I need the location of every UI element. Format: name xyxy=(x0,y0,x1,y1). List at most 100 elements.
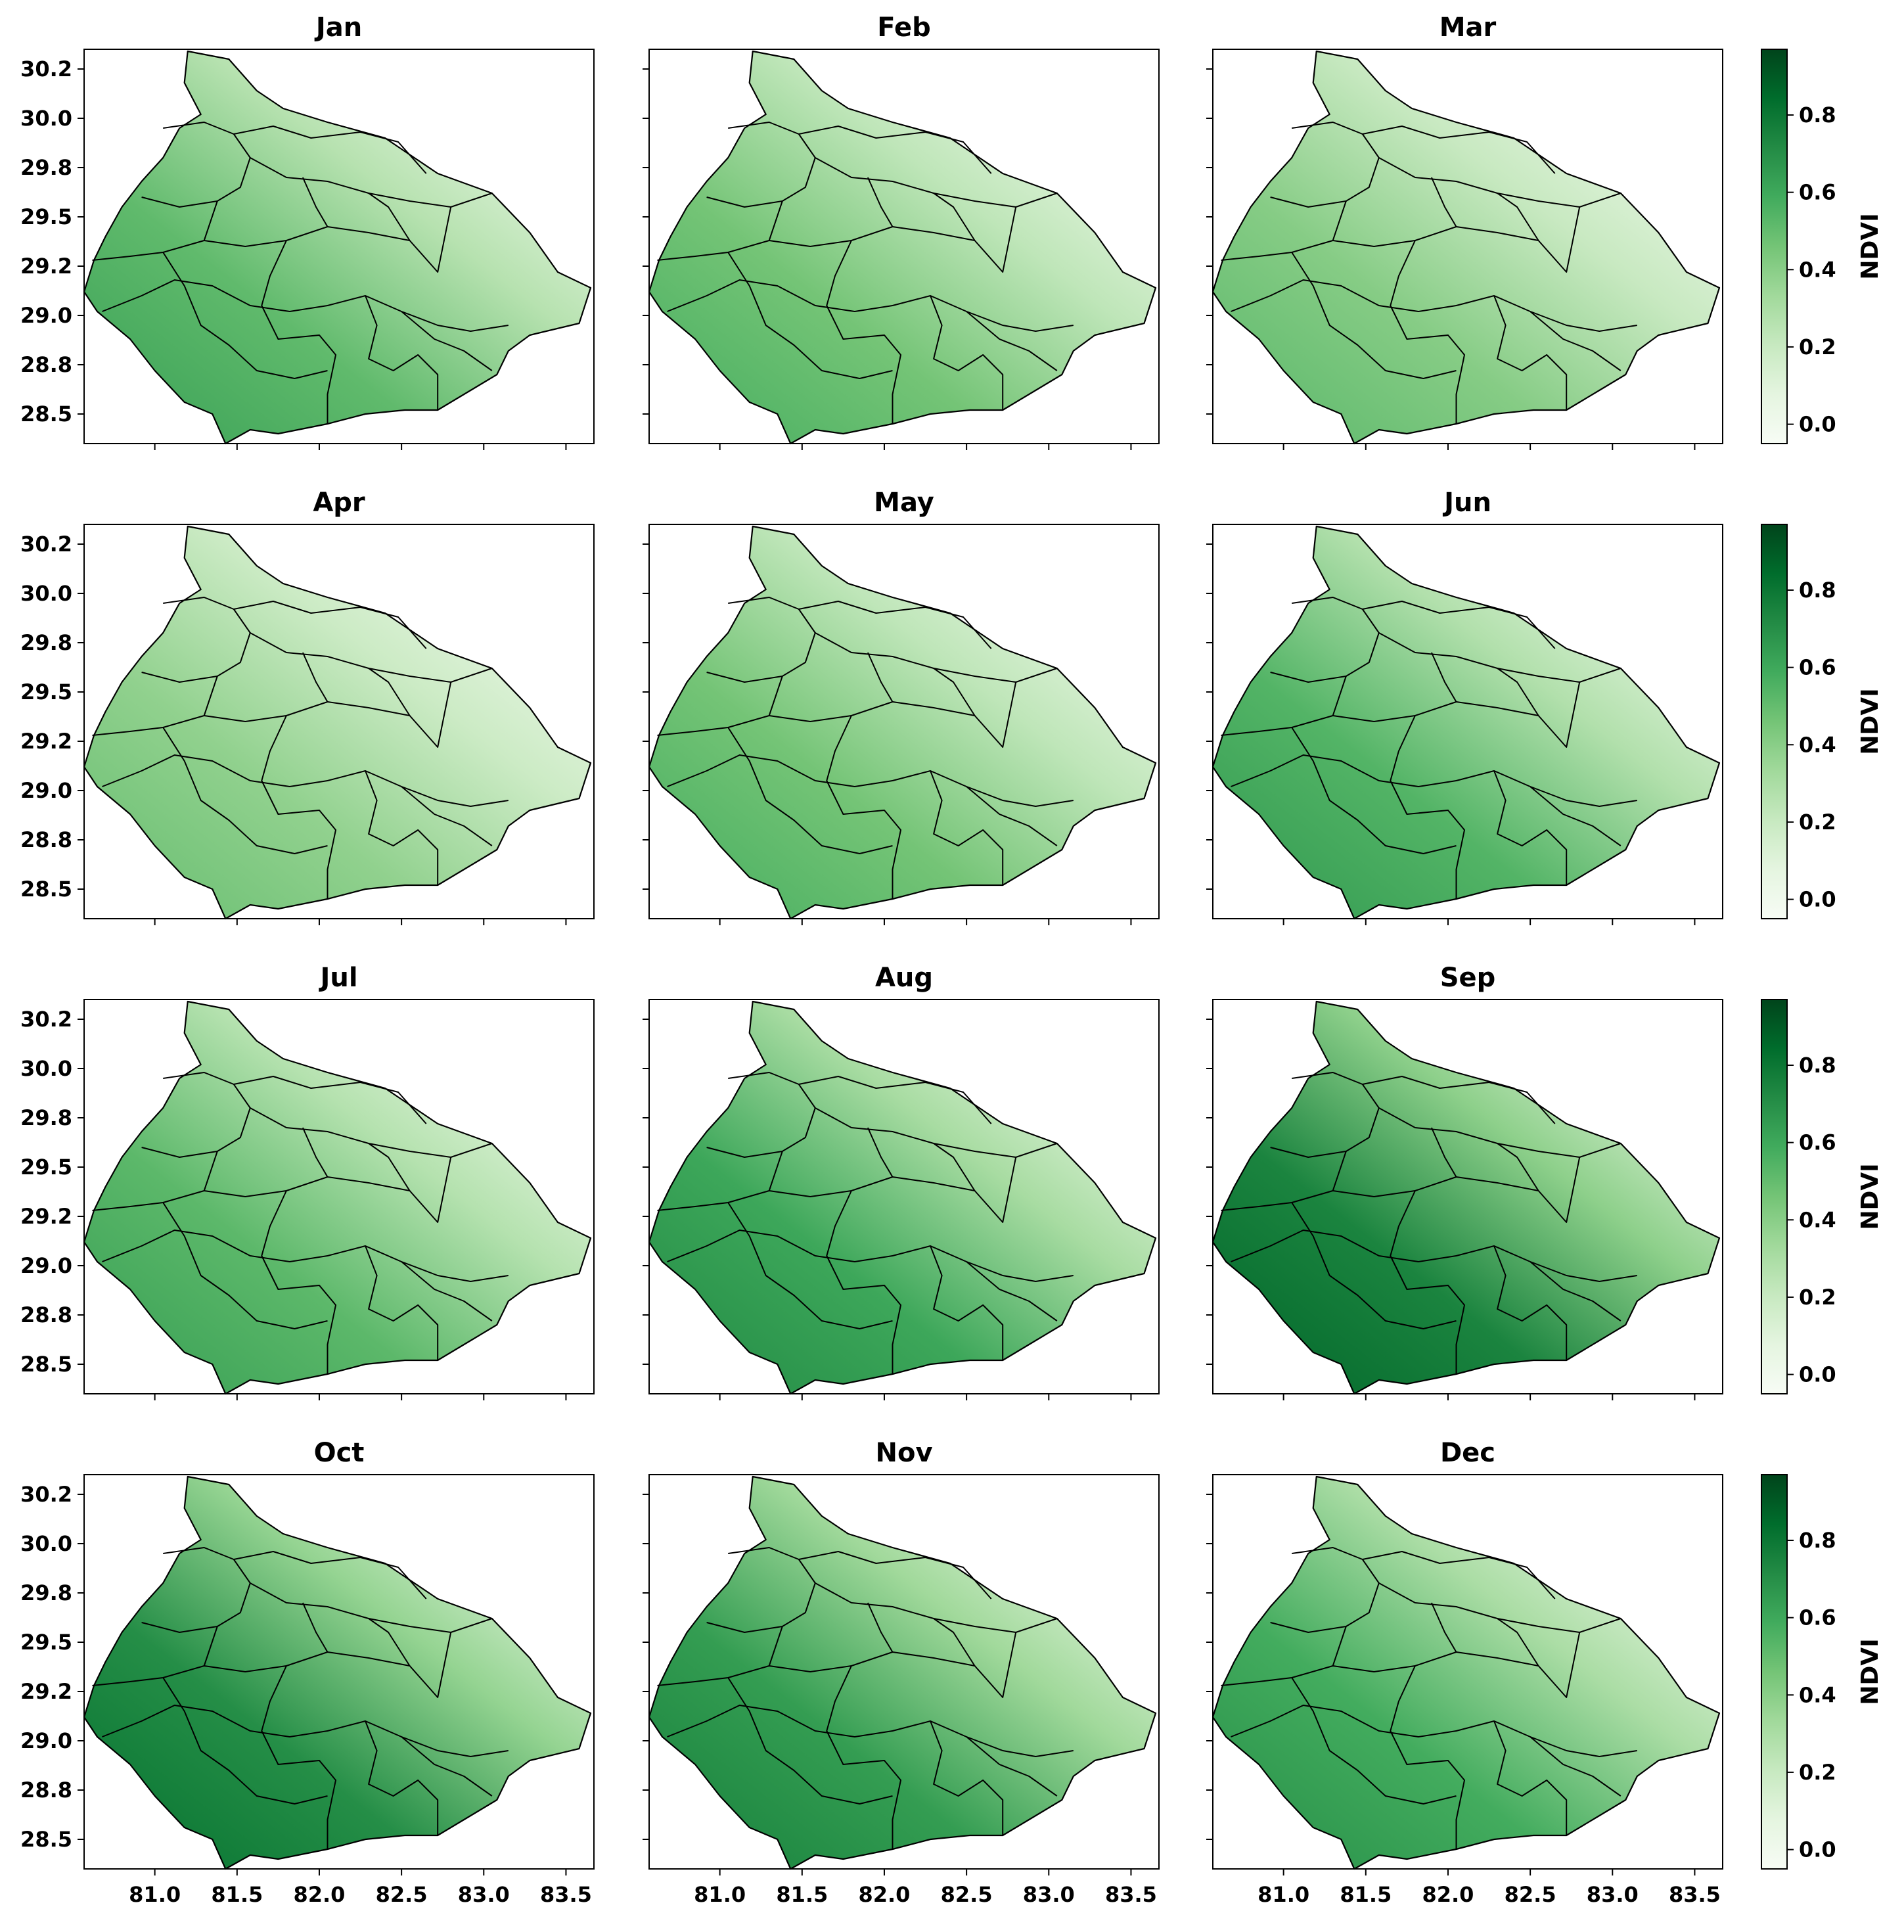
district-boundary xyxy=(727,727,893,854)
x-tick-label: 81.5 xyxy=(1340,1882,1392,1907)
colorbar-scale xyxy=(1761,999,1788,1394)
district-boundary xyxy=(141,597,251,683)
district-boundary xyxy=(1362,1076,1556,1124)
y-tick-label: 28.5 xyxy=(20,877,72,902)
colorbar-tick-label: 0.0 xyxy=(1799,887,1836,912)
y-tick-label: 29.8 xyxy=(20,1105,72,1130)
district-boundary xyxy=(1231,754,1637,807)
district-boundary xyxy=(368,1143,411,1191)
district-boundary xyxy=(365,1720,439,1835)
district-boundary xyxy=(769,681,1017,748)
district-boundary xyxy=(966,786,1058,846)
axes-frame xyxy=(1212,524,1723,919)
district-boundary xyxy=(1332,206,1581,273)
y-tick-label: 30.0 xyxy=(20,1056,72,1081)
x-tick-label: 83.5 xyxy=(1669,1882,1721,1907)
district-boundary xyxy=(1493,1245,1568,1360)
colorbar-tick-label: 0.8 xyxy=(1799,1528,1836,1553)
district-boundary xyxy=(1291,252,1457,379)
district-boundary xyxy=(798,1551,992,1599)
colorbar-tick-label: 0.8 xyxy=(1799,1053,1836,1078)
region-outline xyxy=(83,525,592,920)
district-boundary xyxy=(141,122,251,208)
district-boundary xyxy=(261,240,336,424)
district-boundary xyxy=(1497,1618,1539,1667)
district-boundary xyxy=(204,681,452,748)
district-boundary xyxy=(233,1551,427,1599)
district-boundary xyxy=(261,1665,336,1849)
y-tick-label: 28.8 xyxy=(20,352,72,377)
region-outline xyxy=(83,1000,592,1395)
y-tick-label: 28.8 xyxy=(20,1302,72,1327)
y-tick-label: 30.2 xyxy=(20,57,72,81)
x-tick-label: 82.5 xyxy=(376,1882,428,1907)
panel-title: Nov xyxy=(875,1438,932,1468)
district-boundary xyxy=(401,786,493,846)
x-tick-label: 82.5 xyxy=(1505,1882,1556,1907)
panel-title: Jan xyxy=(314,12,362,43)
map-panel-aug: Aug xyxy=(643,963,1160,1400)
y-tick-label: 29.8 xyxy=(20,1580,72,1605)
district-boundary xyxy=(1390,240,1465,424)
district-boundary xyxy=(204,206,452,273)
y-tick-label: 30.2 xyxy=(20,532,72,557)
district-boundary xyxy=(933,1143,976,1191)
district-boundary xyxy=(1362,126,1556,174)
district-boundary xyxy=(1390,1665,1465,1849)
district-boundary xyxy=(162,252,328,379)
district-boundary xyxy=(204,1157,452,1223)
district-boundary xyxy=(261,1190,336,1374)
axes-frame xyxy=(648,49,1160,444)
district-boundary xyxy=(302,177,329,227)
region-outline xyxy=(648,50,1157,445)
axes-frame xyxy=(83,524,595,919)
y-tick-label: 29.2 xyxy=(20,254,72,279)
district-boundary xyxy=(1493,770,1568,885)
colorbar-tick-label: 0.0 xyxy=(1799,412,1836,437)
district-boundary xyxy=(1390,1190,1465,1374)
colorbar-label: NDVI xyxy=(1857,1638,1884,1705)
panel-grid: Jan 28.5 28.8 29.0 29.2 29.5 29.8 30.0 30.2 Feb Ma… xyxy=(20,12,1723,1907)
district-boundary xyxy=(727,1202,893,1329)
panel-title: Sep xyxy=(1440,963,1496,993)
x-tick-label: 81.0 xyxy=(694,1882,746,1907)
y-tick-label: 29.2 xyxy=(20,1204,72,1229)
x-tick-label: 83.0 xyxy=(1023,1882,1075,1907)
district-boundary xyxy=(706,597,816,683)
district-boundary xyxy=(1231,279,1637,332)
district-boundary xyxy=(1430,652,1457,702)
y-tick-label: 29.0 xyxy=(20,1728,72,1753)
panel-title: Jul xyxy=(318,963,357,993)
district-boundary xyxy=(261,715,336,899)
y-tick-label: 29.5 xyxy=(20,204,72,229)
district-boundary xyxy=(867,177,894,227)
district-boundary xyxy=(1270,122,1380,208)
colorbar-tick-label: 0.0 xyxy=(1799,1362,1836,1387)
y-tick-label: 29.8 xyxy=(20,630,72,655)
colorbar-scale xyxy=(1761,1474,1788,1870)
colorbar-scale xyxy=(1761,49,1788,444)
x-tick-label: 81.0 xyxy=(129,1882,181,1907)
region-outline xyxy=(83,50,592,445)
district-boundary xyxy=(1430,177,1457,227)
district-boundary xyxy=(233,126,427,174)
map-panel-jun: Jun xyxy=(1206,488,1723,925)
district-boundary xyxy=(162,1677,328,1805)
y-tick-label: 30.0 xyxy=(20,1531,72,1556)
panel-title: Aug xyxy=(875,963,933,993)
axes-frame xyxy=(648,524,1160,919)
colorbar-tick-label: 0.6 xyxy=(1799,655,1836,680)
x-tick-label: 81.5 xyxy=(211,1882,263,1907)
district-boundary xyxy=(1497,668,1539,716)
district-boundary xyxy=(365,295,439,410)
district-boundary xyxy=(1332,681,1581,748)
region-outline xyxy=(648,525,1157,920)
y-tick-label: 29.2 xyxy=(20,729,72,754)
district-boundary xyxy=(1270,1547,1380,1633)
district-boundary xyxy=(141,1547,251,1633)
y-tick-label: 28.8 xyxy=(20,827,72,852)
district-boundary xyxy=(667,279,1074,332)
district-boundary xyxy=(1493,295,1568,410)
district-boundary xyxy=(667,1230,1074,1282)
